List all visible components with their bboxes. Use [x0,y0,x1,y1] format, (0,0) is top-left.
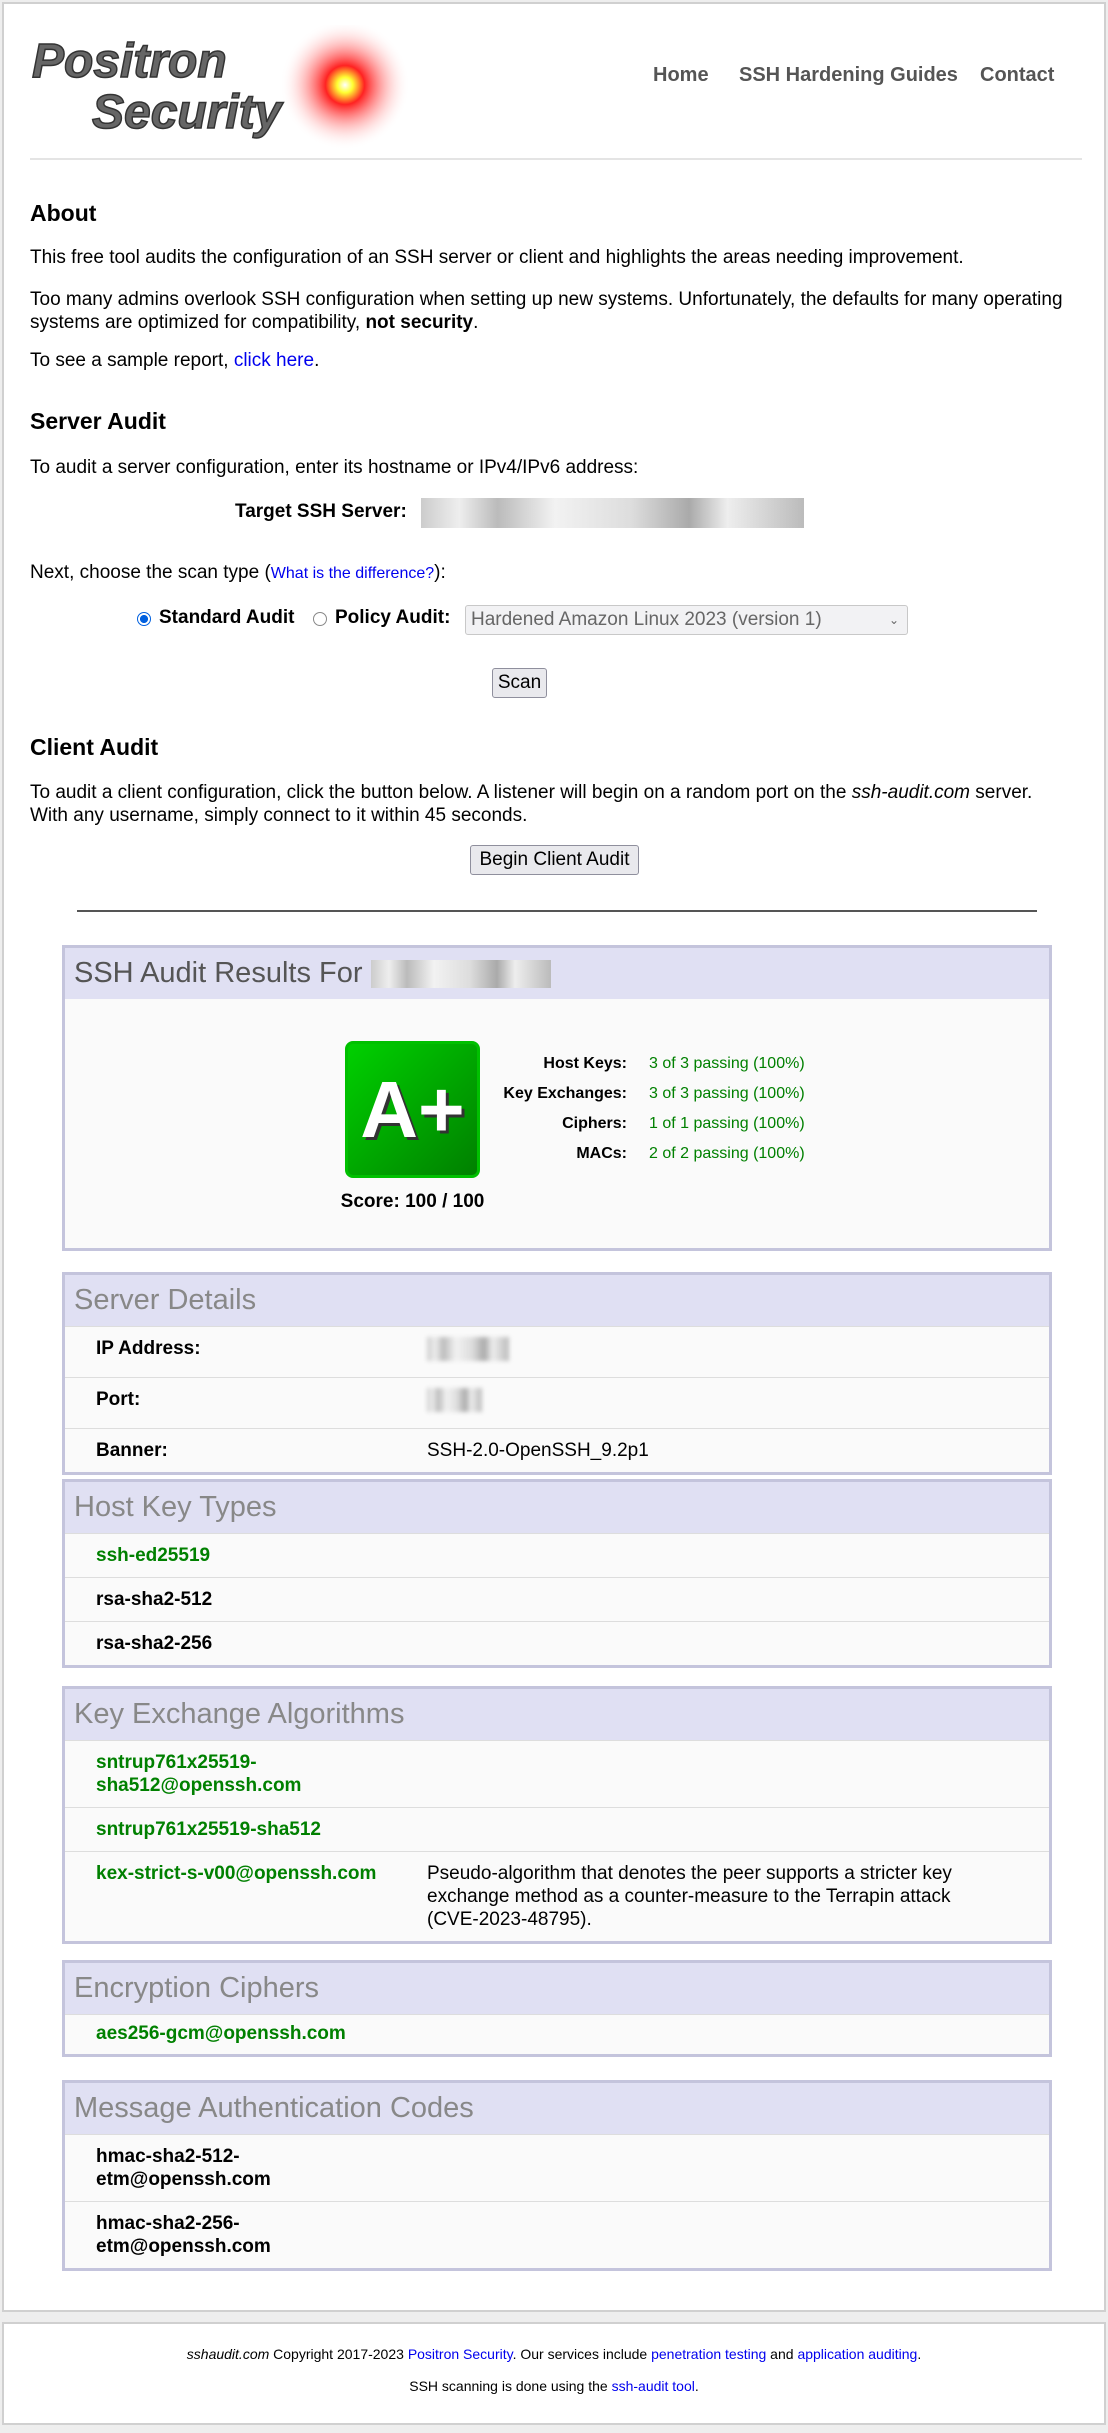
server-audit-heading: Server Audit [30,408,166,434]
host-key-types-panel: Host Key Types ssh-ed25519 rsa-sha2-512 … [62,1479,1052,1668]
penetration-testing-link[interactable]: penetration testing [651,2346,767,2362]
sample-report-link[interactable]: click here [233,350,315,371]
application-auditing-link[interactable]: application auditing [797,2346,918,2362]
standard-audit-radio[interactable] [137,612,151,626]
kex-panel: Key Exchange Algorithms sntrup761x25519-… [62,1686,1052,1944]
nav-ssh-hardening-guides[interactable]: SSH Hardening Guides [739,64,958,86]
server-details-title: Server Details [65,1275,1049,1326]
ciphers-panel: Encryption Ciphers aes256-gcm@openssh.co… [62,1960,1052,2057]
stat-host-keys: Host Keys: 3 of 3 passing (100%) [543,1055,805,1072]
results-panel: SSH Audit Results For A+ Score: 100 / 10… [62,945,1052,1251]
begin-client-audit-button[interactable]: Begin Client Audit [470,845,639,875]
redacted-hostname [370,960,551,989]
stat-macs: MACs: 2 of 2 passing (100%) [576,1145,805,1162]
list-item: rsa-sha2-256 [65,1621,1049,1665]
about-heading: About [30,200,97,226]
list-item: aes256-gcm@openssh.com [65,2014,1049,2054]
results-title: SSH Audit Results For [65,948,1049,999]
footer-tool-line: SSH scanning is done using the ssh-audit… [409,2378,699,2394]
policy-audit-radio[interactable] [313,612,327,626]
footer-copyright: sshaudit.com Copyright 2017-2023 Positro… [186,2346,922,2362]
table-row: Port: [65,1377,1049,1428]
scan-type-text: Next, choose the scan type (What is the … [30,562,446,583]
stat-ciphers: Ciphers: 1 of 1 passing (100%) [562,1115,805,1132]
header-divider [30,158,1082,160]
ciphers-title: Encryption Ciphers [65,1963,1049,2014]
difference-link[interactable]: What is the difference? [270,565,435,582]
policy-audit-label: Policy Audit: [335,607,451,628]
chevron-down-icon: ⌄ [888,613,899,627]
macs-panel: Message Authentication Codes hmac-sha2-5… [62,2080,1052,2271]
scan-button[interactable]: Scan [492,668,547,698]
list-item: kex-strict-s-v00@openssh.com Pseudo-algor… [65,1851,1049,1941]
standard-audit-label: Standard Audit [159,607,295,628]
macs-title: Message Authentication Codes [65,2083,1049,2134]
stat-key-exchanges: Key Exchanges: 3 of 3 passing (100%) [503,1085,805,1102]
client-audit-heading: Client Audit [30,734,159,760]
positron-security-logo[interactable]: Positron Security [30,25,415,151]
policy-select[interactable]: Hardened Amazon Linux 2023 (version 1) ⌄ [465,605,908,635]
redacted-port [427,1388,482,1412]
list-item: hmac-sha2-512-etm@openssh.com [65,2134,1049,2201]
svg-text:Positron: Positron [32,35,227,88]
footer: sshaudit.com Copyright 2017-2023 Positro… [2,2322,1106,2425]
grade-badge: A+ [345,1041,480,1178]
server-details-panel: Server Details IP Address: Port: Banner:… [62,1272,1052,1475]
list-item: sntrup761x25519-sha512 [65,1807,1049,1851]
server-audit-intro: To audit a server configuration, enter i… [30,457,639,478]
target-server-input[interactable] [421,498,804,528]
results-divider [77,910,1037,912]
main-container: Positron Security Home SSH Hardening Gui… [2,2,1106,2312]
nav-home[interactable]: Home [653,64,709,86]
list-item: sntrup761x25519-sha512@openssh.com [65,1740,1049,1807]
svg-text:Security: Security [92,86,284,139]
score-text: Score: 100 / 100 [340,1191,485,1212]
table-row: IP Address: [65,1326,1049,1377]
nav-contact[interactable]: Contact [980,64,1055,86]
positron-security-link[interactable]: Positron Security [407,2346,513,2362]
list-item: hmac-sha2-256-etm@openssh.com [65,2201,1049,2268]
client-audit-text: To audit a client configuration, click t… [30,782,1033,826]
list-item: ssh-ed25519 [65,1533,1049,1577]
about-text-1: This free tool audits the configuration … [30,247,964,268]
about-text-3: To see a sample report, click here. [30,350,320,371]
kex-title: Key Exchange Algorithms [65,1689,1049,1740]
table-row: Banner: SSH-2.0-OpenSSH_9.2p1 [65,1428,1049,1472]
about-text-2: Too many admins overlook SSH configurati… [30,289,1063,333]
stats-summary: Host Keys: 3 of 3 passing (100%) Key Exch… [495,1055,805,1175]
host-key-types-title: Host Key Types [65,1482,1049,1533]
list-item: rsa-sha2-512 [65,1577,1049,1621]
ssh-audit-tool-link[interactable]: ssh-audit tool [611,2378,695,2394]
redacted-ip [427,1337,509,1361]
target-server-label: Target SSH Server: [235,501,407,522]
